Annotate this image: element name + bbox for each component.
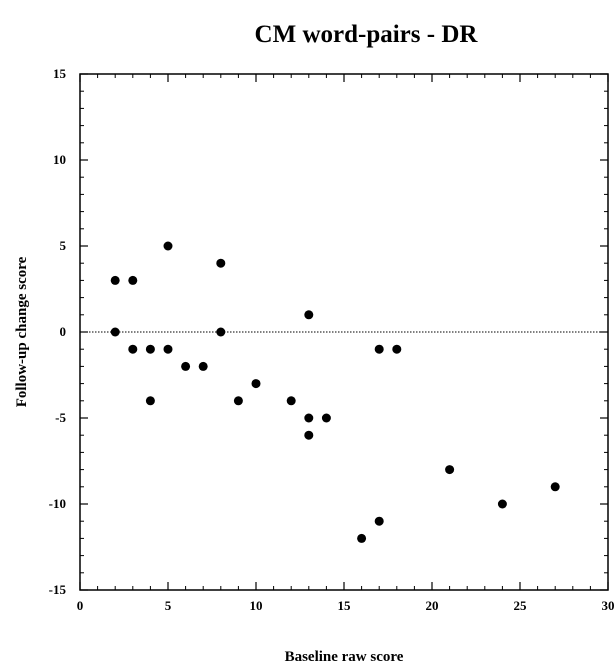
data-point — [145, 396, 155, 406]
y-axis-label: Follow-up change score — [14, 256, 30, 407]
x-axis-label: Baseline raw score — [285, 649, 404, 664]
y-tick-label: 10 — [53, 152, 66, 167]
y-tick-label: -5 — [55, 410, 66, 425]
x-tick-label: 25 — [514, 598, 528, 613]
x-tick-label: 20 — [426, 598, 439, 613]
data-point — [181, 361, 191, 371]
y-tick-label: 5 — [60, 238, 67, 253]
data-point — [374, 344, 384, 354]
data-point — [321, 413, 331, 423]
data-point — [128, 275, 138, 285]
x-tick-label: 10 — [250, 598, 263, 613]
data-point — [163, 241, 173, 251]
x-tick-label: 0 — [77, 598, 84, 613]
data-point — [145, 344, 155, 354]
x-tick-label: 15 — [338, 598, 352, 613]
data-point — [128, 344, 138, 354]
x-tick-label: 5 — [165, 598, 172, 613]
chart-title: CM word-pairs - DR — [255, 21, 479, 48]
data-point — [357, 533, 367, 543]
y-tick-label: -15 — [49, 582, 67, 597]
tick-labels: 0 5 10 15 20 25 30 15 10 5 0 -5 -10 -15 — [49, 66, 615, 613]
data-point — [497, 499, 507, 509]
data-point — [304, 430, 314, 440]
data-point — [374, 516, 384, 526]
x-tick-label: 30 — [602, 598, 615, 613]
data-point — [445, 465, 455, 475]
data-point — [110, 275, 120, 285]
data-points — [110, 241, 560, 543]
data-point — [216, 327, 226, 337]
data-point — [550, 482, 560, 492]
y-tick-label: 0 — [60, 324, 67, 339]
data-point — [198, 361, 208, 371]
data-point — [216, 258, 226, 268]
data-point — [163, 344, 173, 354]
y-tick-label: 15 — [53, 66, 67, 81]
data-point — [286, 396, 296, 406]
data-point — [251, 379, 261, 389]
axis-ticks — [79, 73, 609, 591]
data-point — [304, 310, 314, 320]
data-point — [392, 344, 402, 354]
data-point — [110, 327, 120, 337]
data-point — [304, 413, 314, 423]
data-point — [233, 396, 243, 406]
y-tick-label: -10 — [49, 496, 66, 511]
